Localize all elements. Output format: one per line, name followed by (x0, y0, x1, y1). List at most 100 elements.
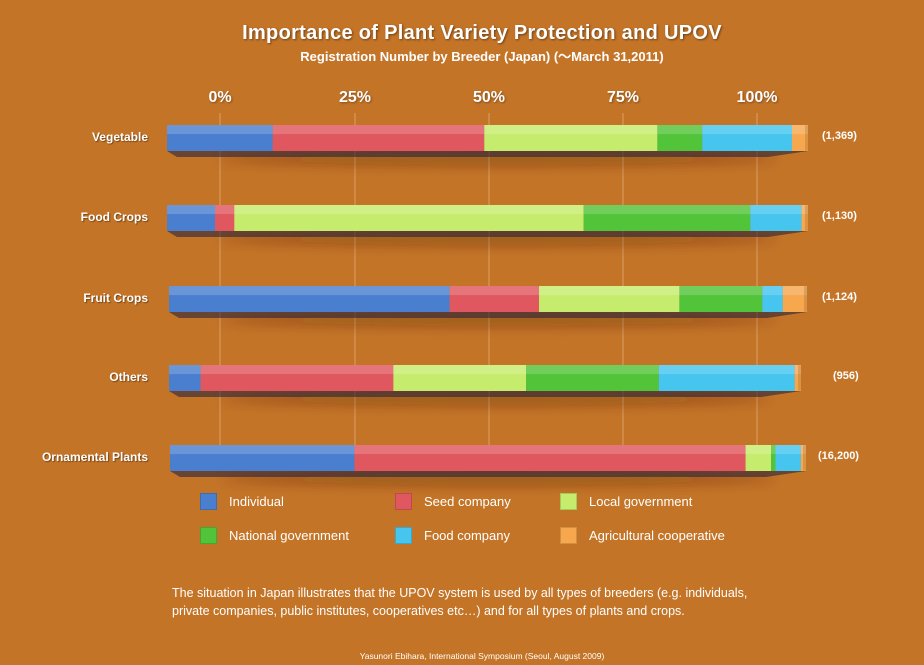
bar-underside-food-crops (167, 231, 808, 237)
bar-highlight-vegetable-national-government (657, 125, 703, 135)
bar-highlight-others-local-government (393, 365, 527, 375)
bar-highlight-ornamental-plants-food-company (775, 445, 801, 455)
bar-highlight-ornamental-plants-agricultural-cooperative (800, 445, 806, 455)
bar-ornamental-plants-food-company (775, 445, 801, 471)
legend-item-local-government: Local government (560, 493, 692, 510)
legend-label-food-company: Food company (424, 528, 510, 543)
legend-label-national-government: National government (229, 528, 349, 543)
legend-item-individual: Individual (200, 493, 284, 510)
legend-item-food-company: Food company (395, 527, 510, 544)
bar-highlight-fruit-crops-individual (169, 286, 450, 296)
bar-highlight-vegetable-local-government (484, 125, 658, 135)
bar-vegetable-food-company (702, 125, 792, 151)
bar-highlight-fruit-crops-local-government (539, 286, 680, 296)
legend-label-seed-company: Seed company (424, 494, 511, 509)
caption-line-2: private companies, public institutes, co… (172, 604, 685, 618)
bar-food-crops-local-government (234, 205, 584, 231)
legend-swatch-national-government (200, 527, 217, 544)
bar-highlight-fruit-crops-food-company (762, 286, 783, 296)
legend-label-local-government: Local government (589, 494, 693, 509)
bar-highlight-vegetable-agricultural-cooperative (791, 125, 808, 135)
chart-legend: Individual Seed company Local government Na… (200, 493, 820, 553)
bar-highlight-food-crops-food-company (750, 205, 802, 215)
x-tick-label-2: 50% (472, 89, 506, 106)
bar-others-local-government (393, 365, 527, 391)
bar-ornamental-plants-agricultural-cooperative (800, 445, 806, 471)
bar-underside-others (169, 391, 801, 397)
bar-highlight-ornamental-plants-local-government (745, 445, 772, 455)
category-label-others: Others (109, 370, 148, 384)
bar-others-individual (169, 365, 201, 391)
total-label-others: (956) (833, 370, 859, 382)
bar-vegetable-local-government (484, 125, 658, 151)
legend-label-agricultural-cooperative: Agricultural cooperative (589, 528, 725, 543)
bar-food-crops-national-government (583, 205, 751, 231)
bar-endcap-ornamental-plants (803, 445, 806, 471)
bar-highlight-others-national-government (526, 365, 659, 375)
caption-line-1: The situation in Japan illustrates that … (172, 586, 748, 600)
total-label-fruit-crops: (1,124) (822, 291, 857, 303)
bar-highlight-vegetable-seed-company (272, 125, 485, 135)
category-label-food-crops: Food Crops (80, 210, 148, 224)
bar-highlight-food-crops-seed-company (215, 205, 235, 215)
legend-swatch-individual (200, 493, 217, 510)
legend-swatch-local-government (560, 493, 577, 510)
bar-ornamental-plants-seed-company (354, 445, 746, 471)
bar-fruit-crops-agricultural-cooperative (782, 286, 807, 312)
bar-highlight-food-crops-local-government (234, 205, 584, 215)
bar-food-crops-agricultural-cooperative (801, 205, 808, 231)
x-tick-label-3: 75% (606, 89, 640, 106)
bar-endcap-fruit-crops (804, 286, 807, 312)
source-credit: Yasunori Ebihara, International Symposiu… (359, 651, 605, 661)
bar-highlight-vegetable-food-company (702, 125, 792, 135)
bar-food-crops-individual (167, 205, 216, 231)
chart-subtitle: Registration Number by Breeder (Japan) (… (300, 49, 664, 64)
x-tick-label-1: 25% (338, 89, 372, 106)
bar-others-national-government (526, 365, 659, 391)
bar-food-crops-food-company (750, 205, 802, 231)
category-label-fruit-crops: Fruit Crops (83, 291, 148, 305)
bar-highlight-fruit-crops-national-government (679, 286, 763, 296)
bar-endcap-food-crops (805, 205, 808, 231)
bar-vegetable-agricultural-cooperative (791, 125, 808, 151)
bar-others-agricultural-cooperative (794, 365, 801, 391)
bar-highlight-fruit-crops-seed-company (449, 286, 540, 296)
bar-fruit-crops-national-government (679, 286, 763, 312)
bar-highlight-ornamental-plants-national-government (771, 445, 776, 455)
bar-highlight-others-individual (169, 365, 201, 375)
category-label-ornamental-plants: Ornamental Plants (41, 450, 148, 464)
chart-title: Importance of Plant Variety Protection a… (242, 22, 722, 44)
legend-item-seed-company: Seed company (395, 493, 511, 510)
bar-food-crops-seed-company (215, 205, 235, 231)
bar-vegetable-individual (167, 125, 273, 151)
bar-highlight-vegetable-individual (167, 125, 273, 135)
bar-underside-fruit-crops (169, 312, 807, 318)
bar-ornamental-plants-national-government (771, 445, 776, 471)
bar-underside-ornamental-plants (170, 471, 806, 477)
total-label-ornamental-plants: (16,200) (818, 450, 859, 462)
bar-vegetable-national-government (657, 125, 703, 151)
legend-item-agricultural-cooperative: Agricultural cooperative (560, 527, 725, 544)
bar-underside-vegetable (167, 151, 808, 157)
bar-highlight-food-crops-national-government (583, 205, 751, 215)
legend-swatch-food-company (395, 527, 412, 544)
total-label-food-crops: (1,130) (822, 210, 857, 222)
bar-highlight-others-agricultural-cooperative (794, 365, 801, 375)
legend-swatch-seed-company (395, 493, 412, 510)
bar-endcap-others (798, 365, 801, 391)
category-label-vegetable: Vegetable (91, 130, 148, 144)
bar-others-seed-company (200, 365, 394, 391)
bar-ornamental-plants-individual (170, 445, 355, 471)
bar-highlight-food-crops-individual (167, 205, 216, 215)
bar-fruit-crops-local-government (539, 286, 680, 312)
legend-label-individual: Individual (229, 494, 284, 509)
bar-fruit-crops-individual (169, 286, 450, 312)
bar-highlight-ornamental-plants-seed-company (354, 445, 746, 455)
bar-ornamental-plants-local-government (745, 445, 772, 471)
chart-caption: The situation in Japan illustrates that … (172, 584, 892, 620)
bar-fruit-crops-food-company (762, 286, 783, 312)
x-tick-label-0: 0% (208, 89, 232, 106)
bar-highlight-food-crops-agricultural-cooperative (801, 205, 808, 215)
bar-highlight-ornamental-plants-individual (170, 445, 355, 455)
